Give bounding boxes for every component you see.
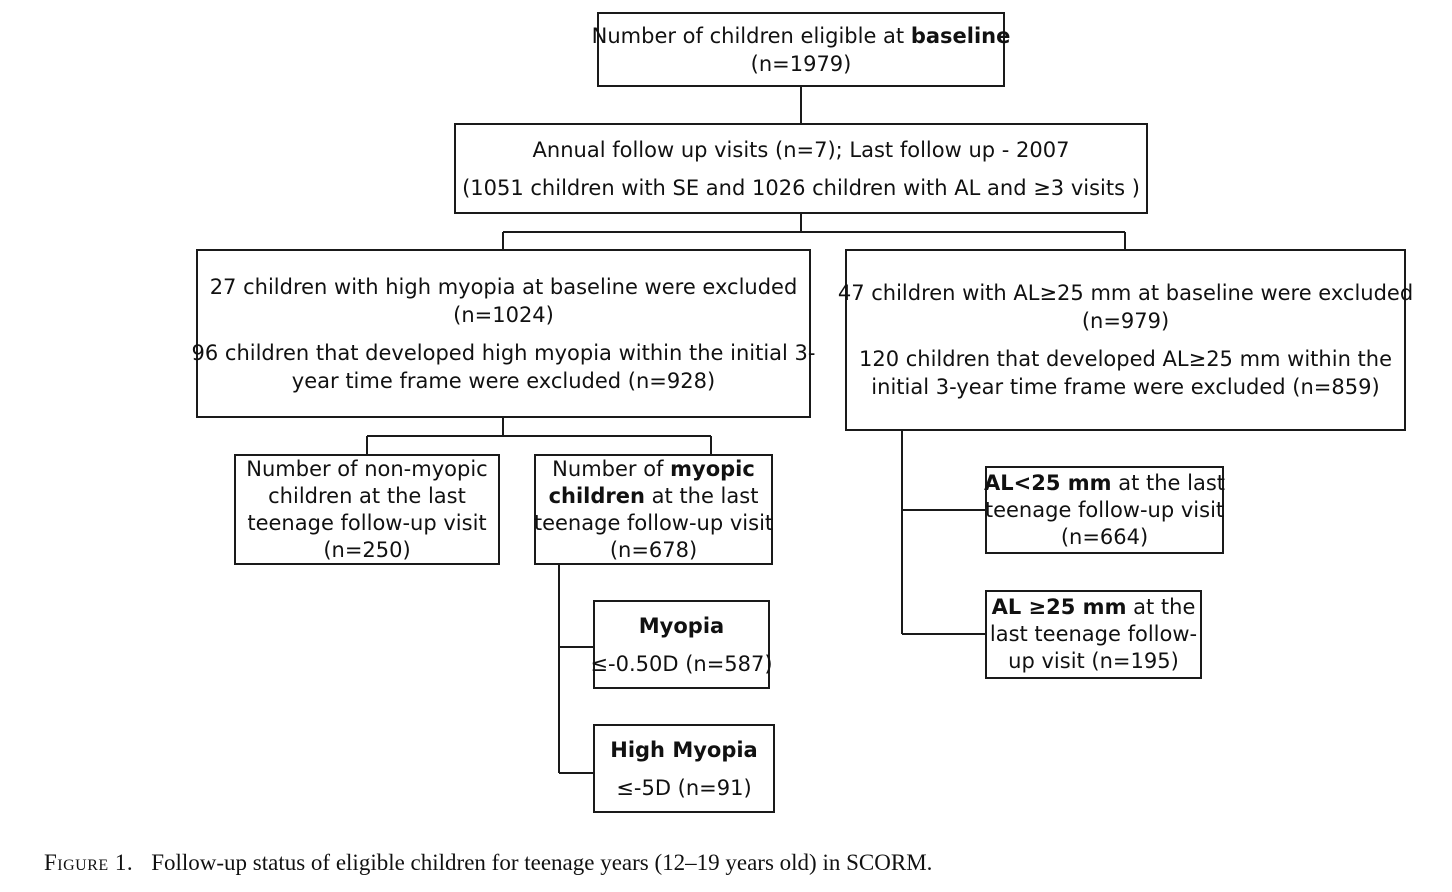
myopic-line1-text: Number of <box>552 456 671 481</box>
non-myopic-line1: Number of non-myopic <box>246 456 488 481</box>
non-myopic-count: (n=250) <box>323 537 411 562</box>
myopic-bold: myopic <box>670 456 755 481</box>
non-myopic-line3: teenage follow-up visit <box>247 510 487 535</box>
myopia-box: Myopia ≤-0.50D (n=587) <box>590 600 773 689</box>
al-ge25-count: up visit (n=195) <box>1008 649 1179 673</box>
myopic-line2-text: at the last <box>644 483 759 508</box>
al-exclusion-developed-count: initial 3-year time frame were excluded … <box>871 375 1380 399</box>
al-exclusion-baseline: 47 children with AL≥25 mm at baseline we… <box>837 281 1414 305</box>
baseline-text: Number of children eligible at <box>591 23 911 48</box>
se-exclusion-developed: 96 children that developed high myopia w… <box>191 340 816 365</box>
baseline-bold: baseline <box>910 23 1011 48</box>
al-exclusion-baseline-count: (n=979) <box>1081 309 1170 333</box>
al-ge25-box: AL ≥25 mm at the last teenage follow- up… <box>985 590 1202 679</box>
followup-criteria-text: (1051 children with SE and 1026 children… <box>462 175 1140 200</box>
al-ge25-line1-text: at the <box>1126 595 1196 619</box>
myopic-line3: teenage follow-up visit <box>533 510 774 535</box>
non-myopic-box: Number of non-myopic children at the las… <box>234 454 500 565</box>
myopic-count: (n=678) <box>609 537 698 562</box>
followup-box: Annual follow up visits (n=7); Last foll… <box>454 123 1148 214</box>
non-myopic-line2: children at the last <box>268 483 466 508</box>
baseline-box: Number of children eligible at baseline … <box>592 12 1010 87</box>
se-exclusion-baseline-count: (n=1024) <box>453 302 554 327</box>
myopia-title: Myopia <box>638 613 725 638</box>
baseline-count: (n=1979) <box>750 51 852 76</box>
al-ge25-bold: AL ≥25 mm <box>991 595 1127 619</box>
al-ge25-line2: last teenage follow- <box>989 622 1198 646</box>
myopic-children-bold: children <box>548 483 645 508</box>
al-lt25-line2: teenage follow-up visit <box>984 497 1225 522</box>
se-exclusion-baseline: 27 children with high myopia at baseline… <box>209 274 798 299</box>
high-myopia-box: High Myopia ≤-5D (n=91) <box>593 724 775 813</box>
high-myopia-value: ≤-5D (n=91) <box>616 775 752 800</box>
followup-visits-text: Annual follow up visits (n=7); Last foll… <box>532 137 1070 162</box>
myopia-value: ≤-0.50D (n=587) <box>590 651 773 676</box>
al-lt25-box: AL<25 mm at the last teenage follow-up v… <box>984 466 1226 554</box>
al-lt25-count: (n=664) <box>1060 524 1149 549</box>
high-myopia-title: High Myopia <box>610 737 758 762</box>
figure-caption-text: Follow-up status of eligible children fo… <box>151 850 933 875</box>
se-exclusion-box: 27 children with high myopia at baseline… <box>192 249 815 418</box>
al-lt25-line1-text: at the last <box>1111 470 1226 495</box>
figure-caption: Figure 1. Follow-up status of eligible ch… <box>44 850 932 876</box>
se-exclusion-developed-count: year time frame were excluded (n=928) <box>291 368 716 393</box>
myopic-box: Number of myopic children at the last te… <box>534 454 773 565</box>
al-exclusion-box: 47 children with AL≥25 mm at baseline we… <box>838 249 1413 431</box>
al-lt25-bold: AL<25 mm <box>984 470 1112 495</box>
figure-caption-label: Figure 1. <box>44 850 134 875</box>
al-exclusion-developed: 120 children that developed AL≥25 mm wit… <box>858 347 1393 371</box>
